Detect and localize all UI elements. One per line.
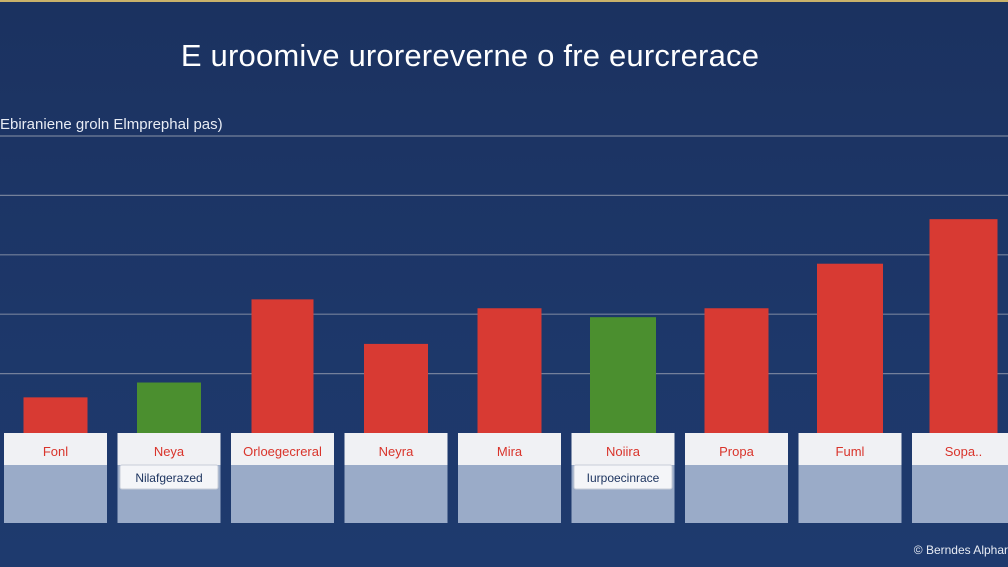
bar — [704, 308, 769, 433]
bar — [251, 299, 314, 433]
x-tick-label: Sopa.. — [945, 444, 983, 459]
label-box — [458, 433, 561, 465]
chart-title: E uroomive urorereverne o fre eurcrerace — [180, 38, 760, 73]
sub-label: Nilafgerazed — [135, 471, 202, 485]
sub-label-chip — [119, 464, 219, 490]
bar — [364, 343, 428, 433]
label-box — [344, 433, 448, 465]
sub-label: Iurpoecinrace — [587, 471, 660, 485]
label-panel — [798, 465, 902, 523]
bar — [477, 308, 542, 433]
label-panel — [4, 465, 107, 523]
top-rule — [0, 0, 1008, 2]
sub-label-chip — [573, 464, 673, 490]
label-box — [4, 433, 107, 465]
x-tick-label: Orloegecreral — [243, 444, 322, 459]
label-box — [231, 433, 334, 465]
label-box — [685, 433, 788, 465]
bar — [590, 317, 656, 433]
label-panel — [344, 465, 448, 523]
label-box — [117, 433, 221, 465]
y-axis-label: Ebiraniene groln Elmprephal pas) — [0, 116, 223, 133]
bar — [817, 263, 883, 433]
label-box — [571, 433, 675, 465]
x-tick-label: Fuml — [836, 444, 865, 459]
label-box — [912, 433, 1008, 465]
x-tick-label: Neya — [154, 444, 185, 459]
footer-credit: © Berndes Alphar — [913, 543, 1008, 557]
label-panel — [231, 465, 334, 523]
bar — [137, 382, 201, 433]
label-box — [798, 433, 902, 465]
label-panel — [912, 465, 1008, 523]
label-panel — [458, 465, 561, 523]
x-tick-label: Fonl — [43, 444, 68, 459]
x-tick-label: Noiira — [606, 444, 641, 459]
label-panel — [685, 465, 788, 523]
bar — [929, 219, 998, 433]
x-tick-label: Neyra — [379, 444, 414, 459]
bar — [23, 397, 88, 433]
x-tick-label: Mira — [497, 444, 523, 459]
x-tick-label: Propa — [719, 444, 754, 459]
